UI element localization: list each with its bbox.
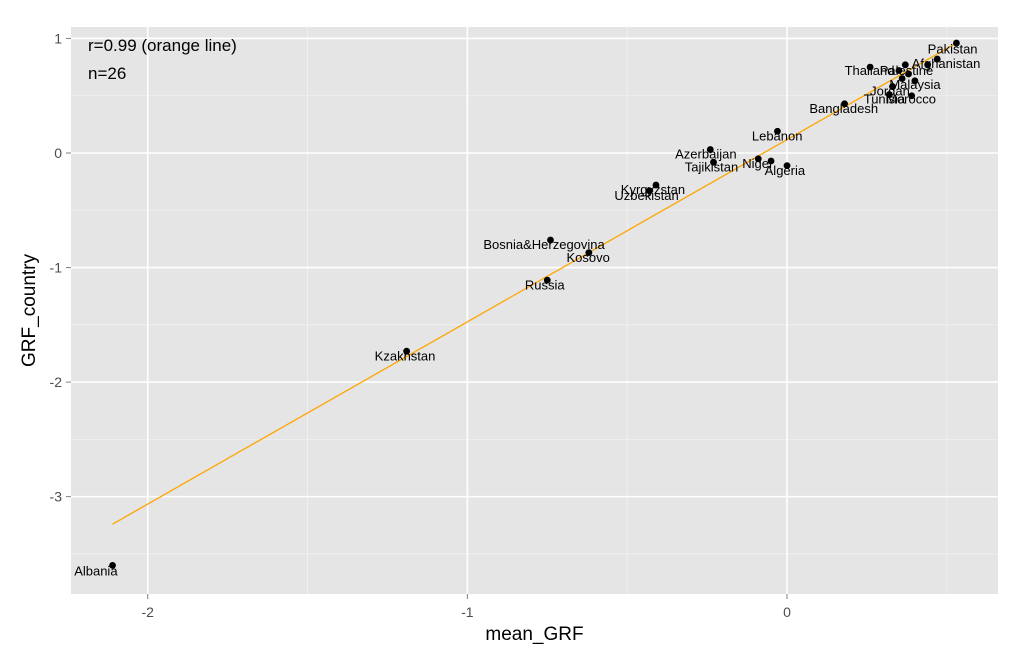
point-label: Pakistan [928,41,978,56]
point-label: Kyrgyzstan [621,182,685,197]
point-label: Lebanon [752,128,803,143]
point-label: Tunisia [864,92,906,107]
data-point [543,276,551,284]
data-point [547,236,554,244]
data-point [933,55,941,63]
data-point [895,67,903,74]
y-tick-label: -1 [50,260,63,276]
y-tick-label: 1 [54,30,62,46]
y-axis-title: GRF_country [19,254,40,367]
points-layer [109,39,960,569]
x-axis-ticks: -2 -1 0 [141,594,791,620]
data-point [710,158,717,166]
point-label: Jordan [870,84,910,99]
point-label: Malaysia [889,77,941,92]
data-point [901,61,909,69]
point-label: Kosovo [566,250,609,265]
data-point [885,91,893,98]
x-tick-label: -1 [461,604,474,620]
plot-panel [71,27,998,594]
y-tick-label: -3 [50,489,63,505]
data-point [908,92,916,100]
y-tick-label: -2 [50,374,63,390]
point-label: Bosnia&Herzegovina [483,237,605,252]
point-label: Thailand [845,63,895,78]
data-point [403,347,411,355]
correlation-annotation: r=0.99 (orange line) [88,36,237,55]
point-label: Tajikistan [685,159,738,174]
point-label: Morocco [886,92,936,107]
point-label: Palestine [880,63,933,78]
x-tick-label: -2 [141,604,154,620]
data-point [889,83,896,90]
x-axis-title: mean_GRF [485,624,583,645]
data-point [585,249,593,257]
data-point [898,75,906,82]
point-label: Kzakhstan [375,348,436,363]
data-point [774,127,781,135]
y-axis-ticks: 1 0 -1 -2 -3 [50,30,71,505]
data-point [905,70,912,78]
data-point [109,561,116,569]
data-point [706,146,714,153]
point-labels-layer: Albania Kzakhstan Russia Bosnia&Herzegovina… [74,41,980,578]
data-point [924,61,932,69]
point-label: Uzbekistan [614,188,678,203]
x-tick-label: 0 [783,604,791,620]
point-label: Azerbaijan [675,147,736,162]
major-gridlines [71,27,998,594]
minor-gridlines [71,27,998,594]
data-point [767,157,775,165]
data-point [652,181,660,189]
data-point [841,100,848,108]
data-point [866,63,874,71]
data-point [754,155,762,163]
fit-line-layer [112,42,957,525]
data-point [646,187,653,195]
point-label: Bangladesh [809,101,878,116]
data-point [911,77,919,85]
point-label: Russia [525,277,566,292]
y-tick-label: 0 [54,145,62,161]
point-label: Albania [74,564,118,579]
data-point [783,162,791,170]
data-point [953,39,960,47]
fit-line [112,42,957,525]
point-label: Afghanistan [912,56,981,71]
point-label: Niger [742,156,774,171]
point-label: Algeria [765,163,806,178]
sample-size-annotation: n=26 [88,64,126,83]
